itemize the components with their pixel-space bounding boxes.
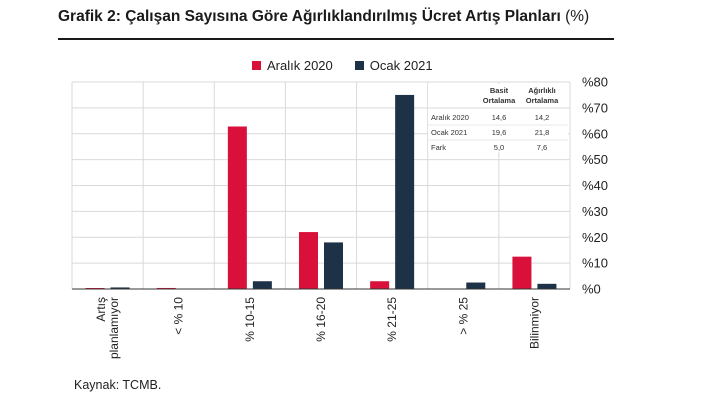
legend-label-series2: Ocak 2021 [369, 58, 433, 73]
x-tick-label: < % 10 [172, 297, 186, 335]
bars-layer [85, 94, 557, 289]
chart-title-text: Grafik 2: Çalışan Sayısına Göre Ağırlıkl… [58, 8, 561, 25]
bar-series2 [110, 287, 130, 289]
x-tick-label: Artış [94, 297, 108, 322]
table-cell: 5,0 [494, 143, 504, 152]
source-note: Kaynak: TCMB. [74, 378, 162, 392]
table-header: Ortalama [483, 96, 516, 105]
table-header: Basit [490, 86, 509, 95]
bar-series1 [227, 126, 247, 289]
table-row-label: Aralık 2020 [431, 113, 469, 122]
y-tick-label: %40 [582, 178, 608, 193]
y-tick-label: %0 [582, 282, 601, 297]
y-tick-label: %70 [582, 100, 608, 115]
table-cell: 14,2 [535, 113, 550, 122]
bar-series2 [537, 283, 557, 289]
legend-swatch-series1 [252, 61, 261, 70]
table-cell: 14,6 [492, 113, 507, 122]
chart-title: Grafik 2: Çalışan Sayısına Göre Ağırlıkl… [58, 8, 589, 26]
table-header: Ağırlıklı [528, 86, 556, 95]
bar-series2 [395, 94, 415, 289]
axis-layer: %0 %10 %20 %30 %40 %50 %60 %70 %80 Artış planlamıy… [72, 75, 608, 359]
y-tick-label: %20 [582, 230, 608, 245]
x-tick-label: planlamıyor [107, 297, 121, 359]
bar-series1 [370, 281, 390, 289]
chart-title-suffix: (%) [565, 8, 590, 25]
bar-series1 [299, 232, 318, 289]
y-tick-label: %80 [582, 75, 608, 90]
title-rule [58, 38, 614, 40]
table-background [428, 84, 568, 152]
bar-series2 [252, 281, 272, 289]
x-tick-label: Bilinmiyor [527, 297, 541, 349]
y-tick-label: %60 [582, 126, 608, 141]
legend-label-series1: Aralık 2020 [267, 58, 333, 73]
x-tick-label: % 21-25 [385, 297, 399, 342]
bar-series1 [156, 287, 176, 289]
legend-swatch-series2 [354, 61, 364, 70]
chart-legend: Aralık 2020 Ocak 2021 [252, 58, 433, 73]
table-header: Ortalama [526, 96, 559, 105]
table-cell: 7,6 [537, 143, 547, 152]
x-tick-label: % 10-15 [243, 297, 257, 342]
x-tick-label: > % 25 [456, 297, 470, 335]
table-cell: 19,6 [492, 128, 507, 137]
y-tick-label: %10 [582, 256, 608, 271]
x-tick-label: % 16-20 [314, 297, 328, 342]
bar-series2 [466, 282, 486, 289]
y-tick-label: %50 [582, 152, 608, 167]
table-row-label: Ocak 2021 [431, 128, 467, 137]
y-tick-label: %30 [582, 204, 608, 219]
legend-item-series2: Ocak 2021 [354, 58, 433, 73]
table-row-label: Fark [431, 143, 446, 152]
table-cell: 21,8 [535, 128, 550, 137]
bar-series1 [512, 256, 532, 289]
bar-series2 [324, 242, 343, 289]
legend-item-series1: Aralık 2020 [252, 58, 333, 73]
